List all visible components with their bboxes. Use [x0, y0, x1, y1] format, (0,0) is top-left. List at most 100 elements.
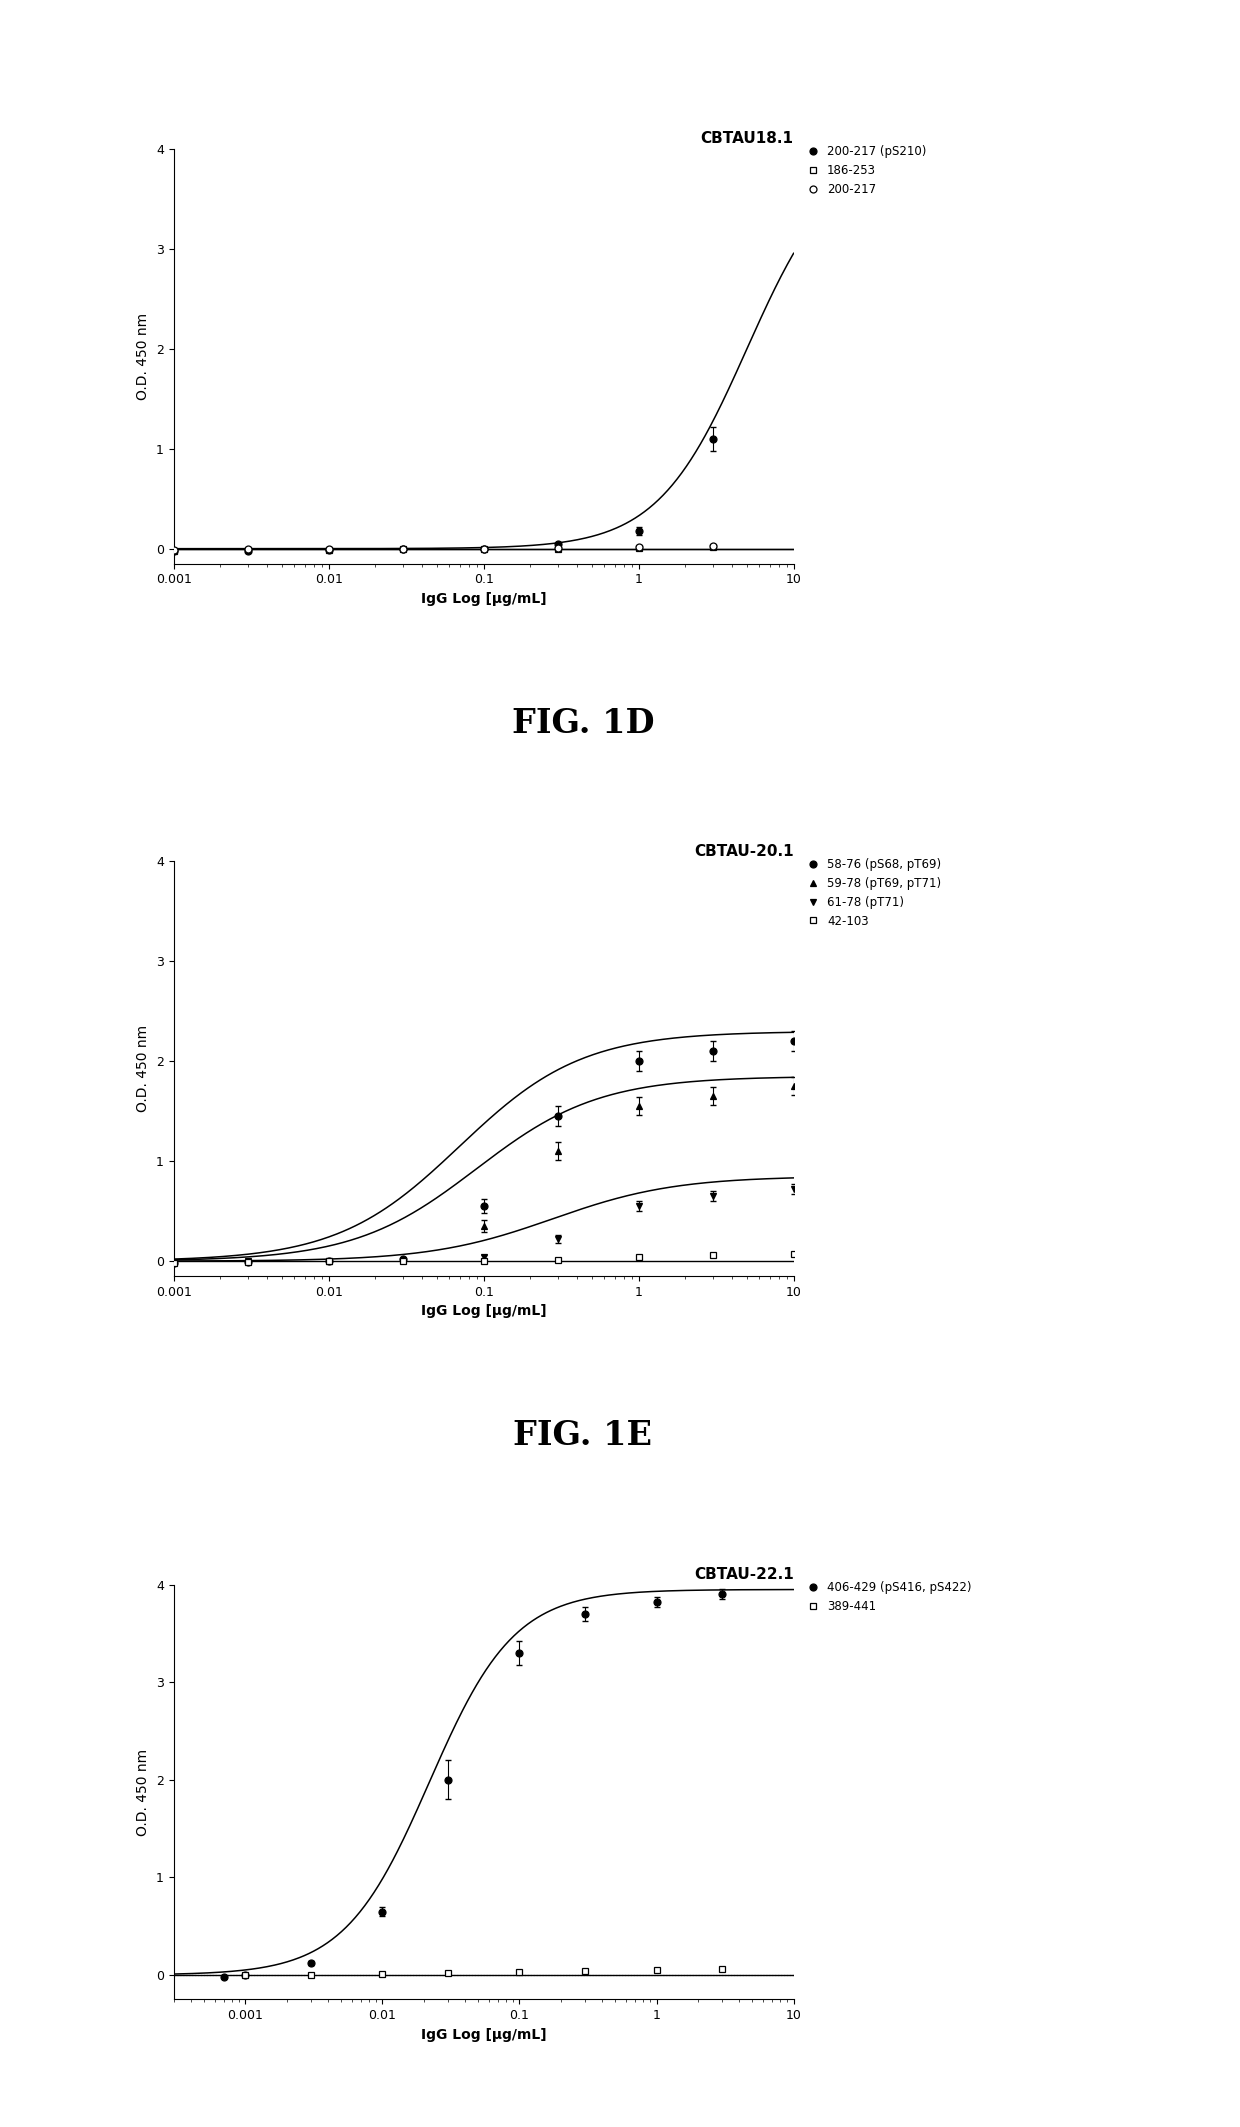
186-253 — [706, 534, 720, 559]
61-78 (pT71) — [786, 1176, 801, 1202]
61-78 (pT71) — [166, 1249, 181, 1274]
42-103 — [551, 1246, 565, 1272]
406-429 (pS416, pS422) — [578, 1602, 593, 1627]
61-78 (pT71) — [476, 1244, 491, 1270]
389-441 — [512, 1959, 527, 1984]
X-axis label: IgG Log [μg/mL]: IgG Log [μg/mL] — [420, 1304, 547, 1319]
58-76 (pS68, pT69) — [476, 1193, 491, 1219]
406-429 (pS416, pS422) — [304, 1950, 319, 1976]
58-76 (pS68, pT69) — [396, 1246, 410, 1272]
58-76 (pS68, pT69) — [321, 1249, 336, 1274]
59-78 (pT69, pT71) — [396, 1246, 410, 1272]
389-441 — [714, 1957, 729, 1982]
Line: 186-253: 186-253 — [170, 542, 715, 555]
X-axis label: IgG Log [μg/mL]: IgG Log [μg/mL] — [420, 591, 547, 606]
59-78 (pT69, pT71) — [631, 1093, 646, 1119]
42-103 — [241, 1249, 255, 1274]
59-78 (pT69, pT71) — [786, 1074, 801, 1100]
42-103 — [166, 1251, 181, 1276]
Legend: 200-217 (pS210), 186-253, 200-217: 200-217 (pS210), 186-253, 200-217 — [800, 140, 931, 200]
61-78 (pT71) — [631, 1193, 646, 1219]
Text: CBTAU-20.1: CBTAU-20.1 — [694, 844, 794, 859]
58-76 (pS68, pT69) — [166, 1251, 181, 1276]
42-103 — [396, 1249, 410, 1274]
389-441 — [440, 1961, 455, 1987]
200-217 — [396, 536, 410, 562]
200-217 (pS210) — [706, 425, 720, 451]
58-76 (pS68, pT69) — [786, 1029, 801, 1055]
406-429 (pS416, pS422) — [512, 1640, 527, 1665]
200-217 (pS210) — [476, 536, 491, 562]
200-217 (pS210) — [241, 538, 255, 564]
Line: 58-76 (pS68, pT69): 58-76 (pS68, pT69) — [170, 1038, 797, 1268]
406-429 (pS416, pS422) — [649, 1589, 663, 1614]
200-217 (pS210) — [396, 536, 410, 562]
200-217 (pS210) — [166, 538, 181, 564]
389-441 — [304, 1963, 319, 1989]
Legend: 58-76 (pS68, pT69), 59-78 (pT69, pT71), 61-78 (pT71), 42-103: 58-76 (pS68, pT69), 59-78 (pT69, pT71), … — [800, 853, 946, 932]
200-217 — [706, 534, 720, 559]
389-441 — [238, 1963, 253, 1989]
Legend: 406-429 (pS416, pS422), 389-441: 406-429 (pS416, pS422), 389-441 — [800, 1576, 976, 1619]
Text: CBTAU18.1: CBTAU18.1 — [701, 132, 794, 147]
61-78 (pT71) — [241, 1249, 255, 1274]
200-217 (pS210) — [631, 517, 646, 542]
42-103 — [631, 1244, 646, 1270]
58-76 (pS68, pT69) — [706, 1038, 720, 1064]
389-441 — [649, 1957, 663, 1982]
406-429 (pS416, pS422) — [714, 1582, 729, 1608]
59-78 (pT69, pT71) — [706, 1083, 720, 1108]
Y-axis label: O.D. 450 nm: O.D. 450 nm — [136, 1748, 150, 1836]
59-78 (pT69, pT71) — [551, 1138, 565, 1163]
42-103 — [476, 1249, 491, 1274]
42-103 — [706, 1242, 720, 1268]
200-217 — [631, 534, 646, 559]
58-76 (pS68, pT69) — [631, 1049, 646, 1074]
Text: CBTAU-22.1: CBTAU-22.1 — [694, 1568, 794, 1582]
X-axis label: IgG Log [μg/mL]: IgG Log [μg/mL] — [420, 2027, 547, 2042]
186-253 — [476, 536, 491, 562]
61-78 (pT71) — [321, 1249, 336, 1274]
Line: 61-78 (pT71): 61-78 (pT71) — [170, 1185, 797, 1266]
200-217 — [241, 536, 255, 562]
59-78 (pT69, pT71) — [166, 1249, 181, 1274]
200-217 — [476, 536, 491, 562]
42-103 — [786, 1242, 801, 1268]
59-78 (pT69, pT71) — [241, 1249, 255, 1274]
Y-axis label: O.D. 450 nm: O.D. 450 nm — [136, 313, 150, 400]
Line: 59-78 (pT69, pT71): 59-78 (pT69, pT71) — [170, 1083, 797, 1266]
200-217 — [551, 534, 565, 559]
58-76 (pS68, pT69) — [551, 1104, 565, 1129]
Line: 200-217 (pS210): 200-217 (pS210) — [170, 436, 715, 555]
389-441 — [374, 1961, 389, 1987]
61-78 (pT71) — [706, 1183, 720, 1208]
Y-axis label: O.D. 450 nm: O.D. 450 nm — [136, 1025, 150, 1112]
Line: 406-429 (pS416, pS422): 406-429 (pS416, pS422) — [221, 1591, 725, 1980]
406-429 (pS416, pS422) — [374, 1899, 389, 1925]
Line: 200-217: 200-217 — [170, 542, 715, 553]
406-429 (pS416, pS422) — [217, 1963, 232, 1989]
200-217 — [166, 536, 181, 562]
Text: FIG. 1D: FIG. 1D — [512, 706, 653, 740]
200-217 — [321, 536, 336, 562]
Line: 389-441: 389-441 — [242, 1965, 725, 1978]
186-253 — [551, 536, 565, 562]
200-217 (pS210) — [321, 536, 336, 562]
186-253 — [241, 536, 255, 562]
406-429 (pS416, pS422) — [238, 1963, 253, 1989]
59-78 (pT69, pT71) — [476, 1215, 491, 1240]
Text: FIG. 1E: FIG. 1E — [513, 1419, 652, 1453]
406-429 (pS416, pS422) — [440, 1768, 455, 1793]
61-78 (pT71) — [551, 1227, 565, 1253]
186-253 — [166, 538, 181, 564]
186-253 — [321, 536, 336, 562]
59-78 (pT69, pT71) — [321, 1249, 336, 1274]
Line: 42-103: 42-103 — [170, 1251, 797, 1268]
58-76 (pS68, pT69) — [241, 1249, 255, 1274]
61-78 (pT71) — [396, 1249, 410, 1274]
42-103 — [321, 1249, 336, 1274]
200-217 (pS210) — [551, 532, 565, 557]
186-253 — [631, 534, 646, 559]
389-441 — [578, 1959, 593, 1984]
186-253 — [396, 536, 410, 562]
